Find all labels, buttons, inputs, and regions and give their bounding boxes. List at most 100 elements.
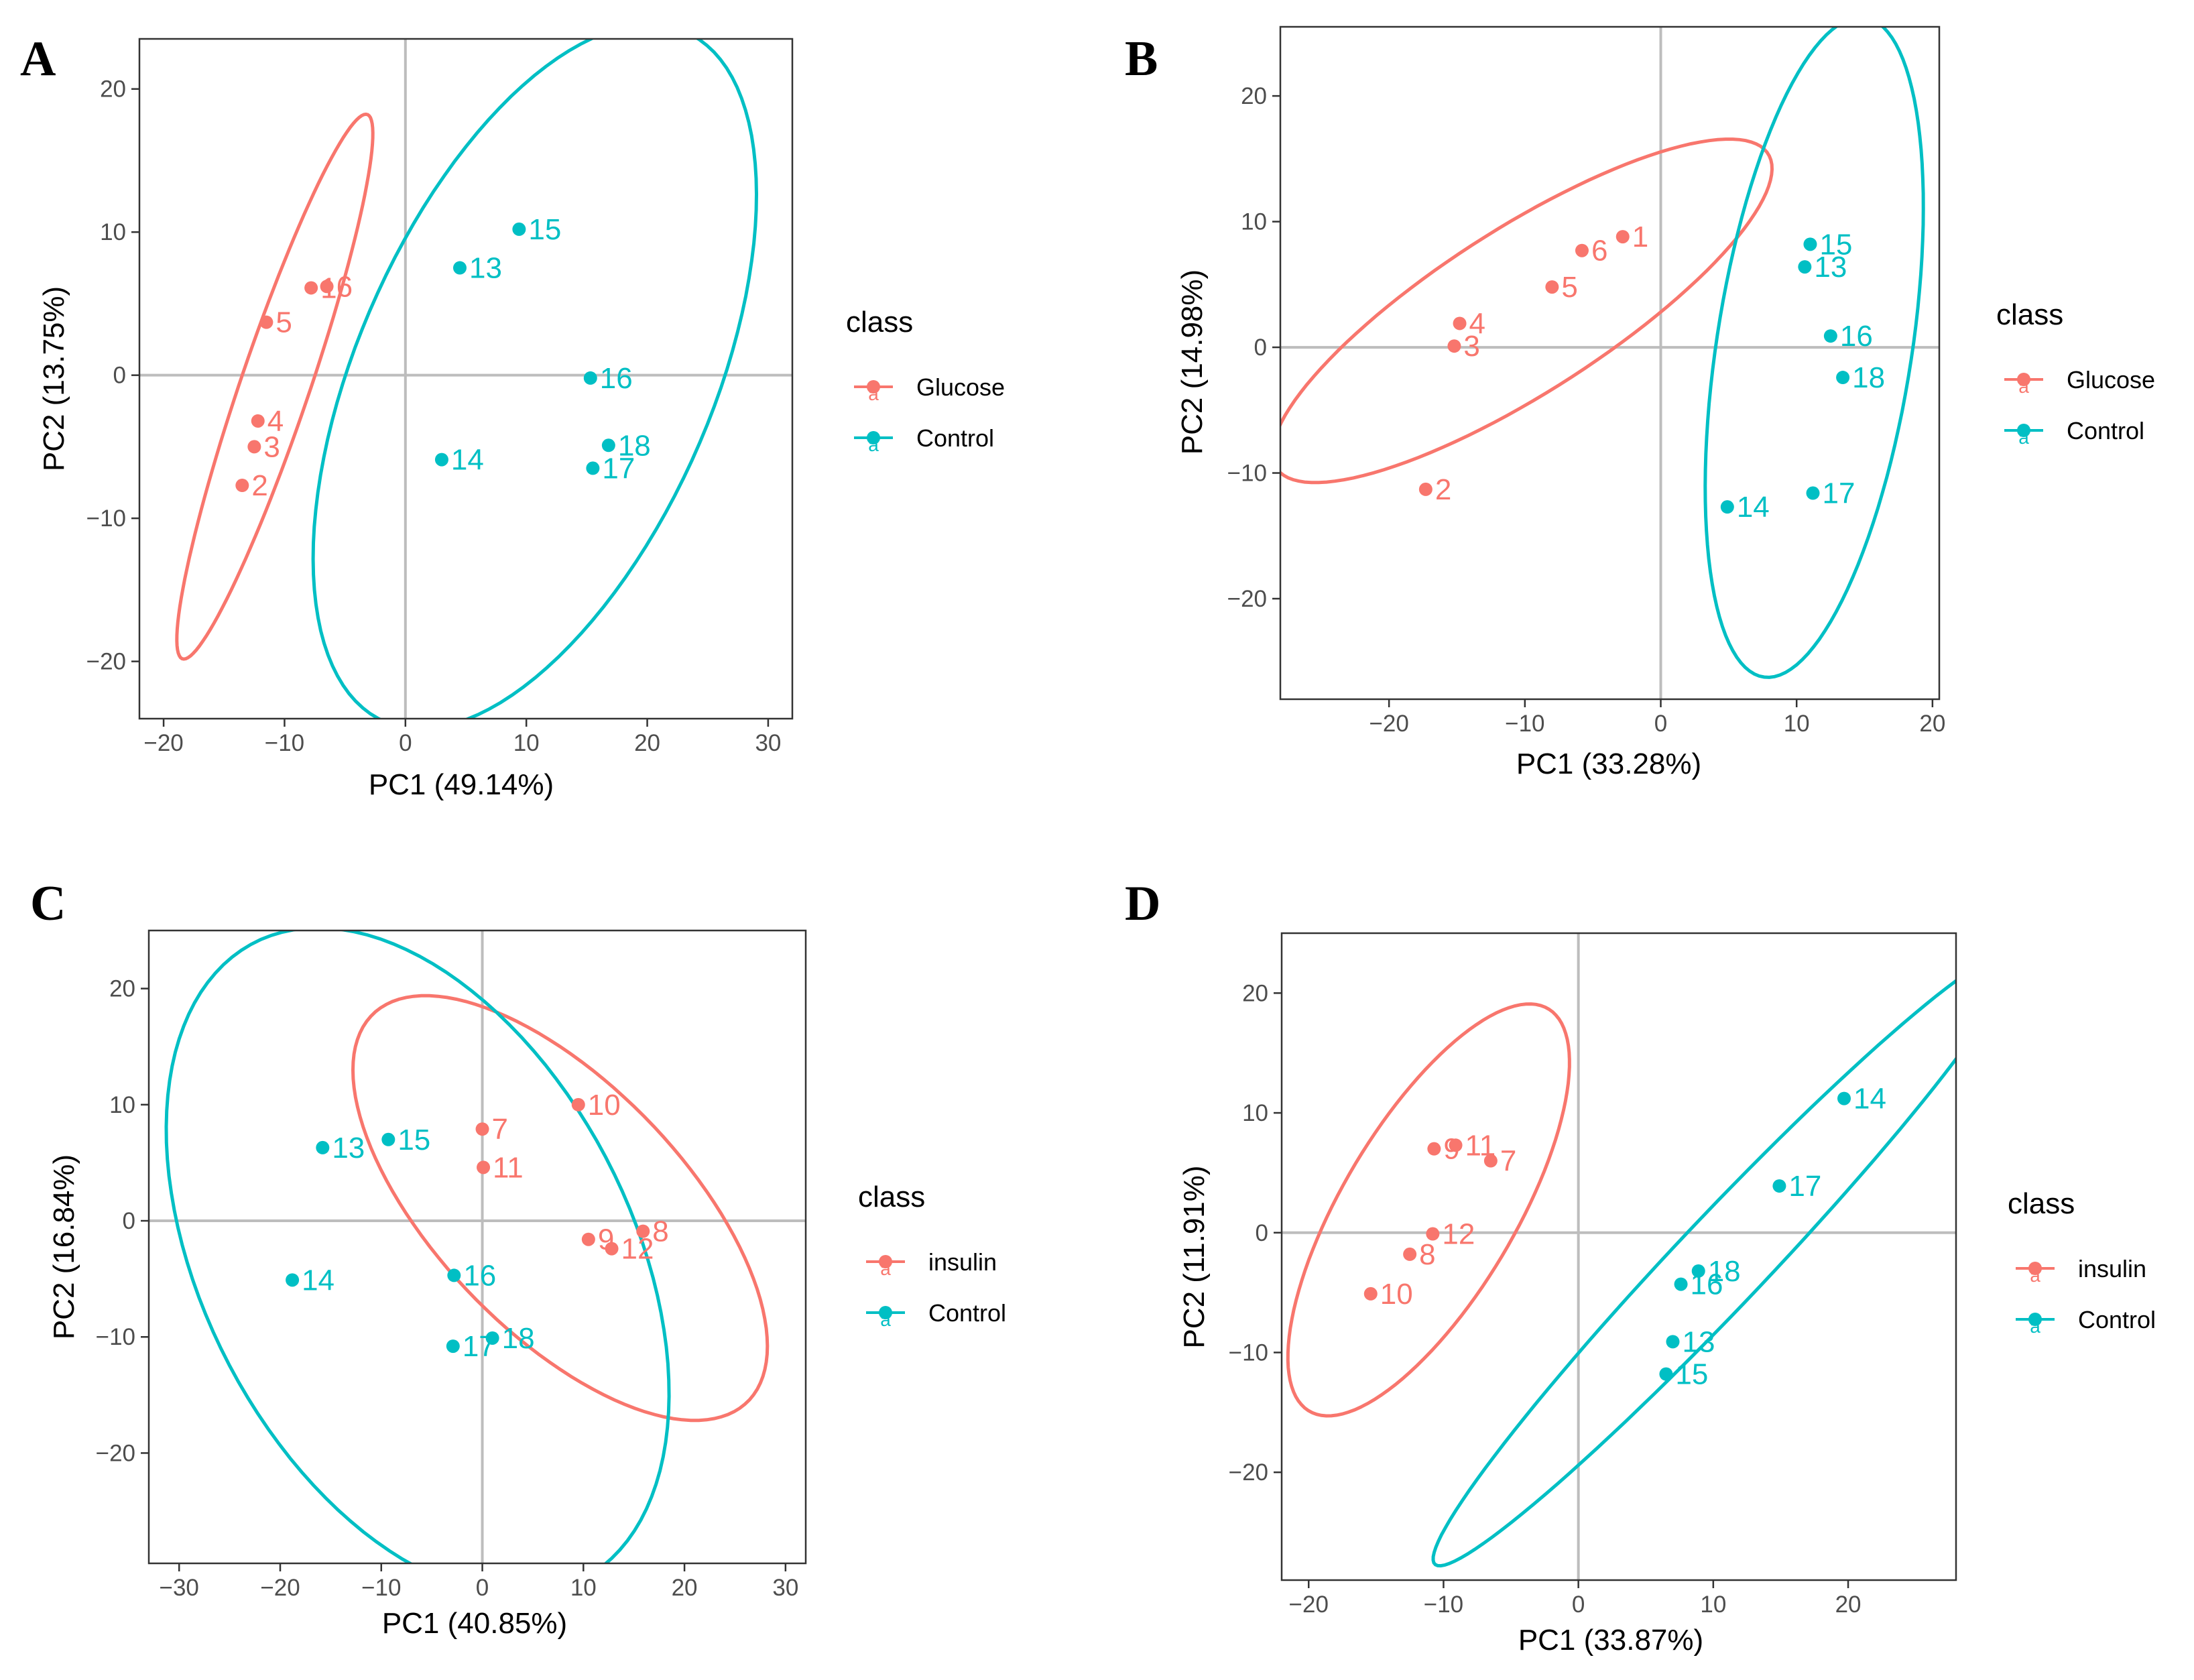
- data-point: [1545, 280, 1559, 294]
- data-point: [286, 1273, 300, 1287]
- point-label: 4: [267, 405, 284, 438]
- x-tick-label: 30: [755, 730, 781, 756]
- data-point: [1720, 500, 1734, 514]
- x-tick-label: −20: [1289, 1592, 1329, 1618]
- panel-letter-a: A: [20, 32, 56, 86]
- legend-b: class a Glucose a Control: [1996, 298, 2155, 448]
- x-axis-title: PC1 (40.85%): [382, 1607, 567, 1640]
- point-label: 8: [652, 1215, 668, 1248]
- point-label: 16: [1840, 320, 1873, 353]
- legend-title: class: [2008, 1187, 2075, 1220]
- data-point: [447, 1268, 461, 1282]
- legend-label-control: Control: [928, 1299, 1006, 1327]
- point-label: 14: [451, 444, 484, 477]
- point-label: 7: [492, 1113, 508, 1146]
- legend-label-glucose: Glucose: [2067, 366, 2155, 394]
- y-tick-label: 10: [1242, 1100, 1268, 1126]
- point-label: 1: [1632, 221, 1648, 253]
- point-label: 5: [276, 306, 292, 339]
- legend-key-point: [867, 431, 880, 444]
- plot-border: [1279, 25, 1941, 701]
- legend-label-control: Control: [916, 424, 994, 452]
- legend-a: class a Glucose a Control: [846, 306, 1005, 455]
- data-point: [1483, 1154, 1498, 1168]
- point-label: 9: [1443, 1133, 1459, 1166]
- point-label: 17: [1823, 477, 1855, 510]
- legend-key-glyph: a: [868, 383, 879, 404]
- data-point: [571, 1097, 585, 1112]
- legend-key-glyph: a: [2030, 1265, 2040, 1286]
- legend-key-glyph: a: [2030, 1316, 2040, 1337]
- point-label: 13: [469, 252, 502, 285]
- x-tick-label: 10: [570, 1575, 597, 1601]
- data-point: [636, 1224, 650, 1238]
- point-label: 16: [600, 362, 633, 395]
- y-axis-title: PC2 (14.98%): [1176, 269, 1209, 455]
- legend-title: class: [846, 306, 913, 339]
- confidence-ellipse-insulin: [1286, 1002, 1571, 1418]
- data-point: [1449, 1138, 1463, 1152]
- data-point: [1837, 1091, 1851, 1105]
- legend-key-point: [2017, 424, 2030, 437]
- data-point: [235, 479, 249, 493]
- panel-letter-c: C: [30, 876, 66, 931]
- data-point: [1616, 230, 1630, 244]
- point-label: 7: [1500, 1145, 1516, 1178]
- data-point: [1447, 339, 1461, 353]
- point-label: 6: [1591, 235, 1607, 267]
- legend-key-point: [867, 380, 880, 394]
- data-point: [251, 414, 265, 428]
- x-tick-label: 20: [672, 1575, 698, 1601]
- legend-title: class: [858, 1181, 925, 1213]
- confidence-ellipse-control: [1703, 27, 1925, 679]
- point-label: 8: [1419, 1238, 1435, 1271]
- data-point: [477, 1160, 491, 1175]
- point-label: 5: [1561, 271, 1577, 304]
- x-axis-title: PC1 (33.28%): [1516, 747, 1701, 780]
- panel-letter-b: B: [1125, 32, 1158, 86]
- legend-key-glyph: a: [2018, 376, 2029, 397]
- x-tick-label: −10: [1505, 711, 1544, 737]
- y-tick-label: 20: [100, 76, 126, 103]
- data-point: [1772, 1179, 1786, 1193]
- y-tick-label: 10: [100, 219, 126, 245]
- x-tick-label: 20: [1919, 711, 1945, 737]
- legend-key-glyph: a: [880, 1258, 891, 1279]
- x-tick-label: 0: [399, 730, 412, 756]
- data-point: [1403, 1247, 1417, 1261]
- legend-key-point: [879, 1306, 892, 1319]
- legend-label-insulin: insulin: [2078, 1255, 2146, 1282]
- data-point: [434, 453, 448, 467]
- plot-border: [138, 38, 794, 720]
- point-label: 16: [463, 1259, 496, 1292]
- confidence-ellipse-control: [164, 931, 671, 1563]
- data-point: [320, 280, 334, 294]
- confidence-ellipse-glucose: [1280, 137, 1774, 485]
- point-label: 3: [263, 430, 280, 463]
- legend-key-point: [2028, 1262, 2042, 1275]
- data-point: [475, 1122, 489, 1136]
- data-point: [304, 281, 318, 295]
- y-tick-label: −20: [86, 649, 126, 675]
- plot-border: [1280, 932, 1957, 1581]
- data-point: [601, 438, 615, 453]
- x-tick-label: 0: [476, 1575, 489, 1601]
- x-axis-title: PC1 (49.14%): [369, 768, 554, 801]
- y-axis-title: PC2 (16.84%): [48, 1154, 80, 1339]
- legend-label-control: Control: [2078, 1306, 2156, 1333]
- x-tick-label: −20: [143, 730, 183, 756]
- y-tick-label: 20: [1241, 83, 1267, 109]
- x-tick-label: 0: [1572, 1592, 1585, 1618]
- panel-a: A234516131415161718−20−100102030−20−1001…: [20, 32, 1005, 801]
- x-tick-label: −10: [361, 1575, 401, 1601]
- point-label: 17: [602, 452, 635, 485]
- legend-label-glucose: Glucose: [916, 373, 1005, 401]
- legend-key-glyph: a: [880, 1309, 891, 1330]
- point-label: 18: [1852, 361, 1885, 394]
